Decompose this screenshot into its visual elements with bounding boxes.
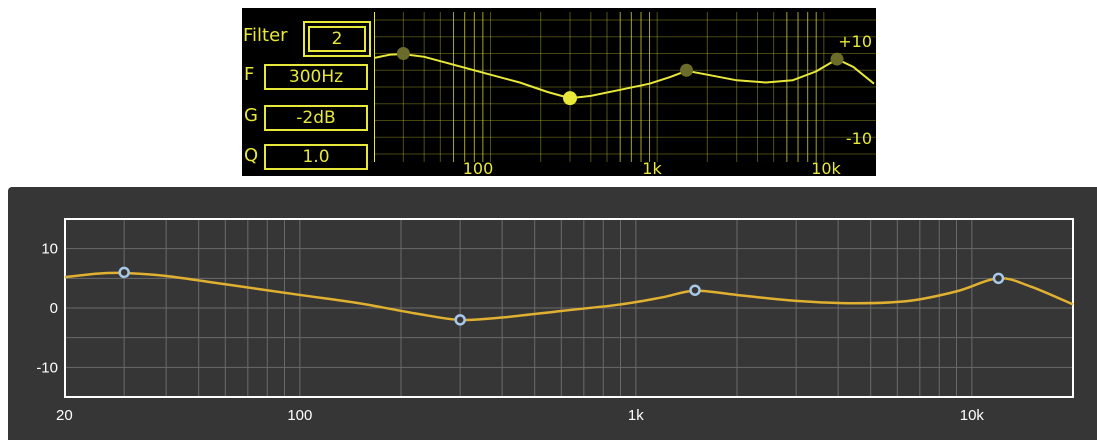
- freq-label: F: [244, 64, 255, 85]
- legacy-response-graph[interactable]: 100 1k 10k +10 -10: [374, 12, 876, 176]
- legacy-filter-points[interactable]: [396, 47, 844, 106]
- legacy-selected-filter-point[interactable]: [563, 91, 578, 106]
- eq-response-curve: [64, 271, 1074, 322]
- q-field[interactable]: 1.0: [264, 144, 368, 170]
- legacy-grid: [374, 12, 876, 162]
- frequency-field[interactable]: 300Hz: [264, 64, 368, 90]
- gain-label: G: [244, 105, 258, 126]
- filter-label: Filter: [243, 25, 288, 46]
- legacy-filter-point[interactable]: [396, 47, 410, 60]
- legacy-y-tick-plus10: +10: [838, 32, 872, 51]
- legacy-x-tick-1k: 1k: [642, 159, 662, 176]
- legacy-y-tick-minus10: -10: [846, 129, 872, 148]
- eq-grid: [65, 219, 1073, 397]
- gain-field[interactable]: -2dB: [264, 105, 368, 131]
- q-label: Q: [244, 145, 259, 166]
- y-tick-label: 0: [50, 300, 58, 317]
- y-tick-label: -10: [36, 359, 58, 376]
- x-tick-label: 20: [56, 407, 73, 424]
- legacy-eq-panel: Filter 2 F 300Hz G -2dB Q 1.0 100 1k 10k…: [242, 8, 876, 176]
- legacy-filter-point[interactable]: [830, 52, 844, 66]
- legacy-response-curve: [374, 53, 875, 100]
- x-axis-ticks: 20 100 1k 10k: [56, 407, 984, 424]
- eq-band-handle[interactable]: [118, 266, 130, 279]
- legacy-x-tick-100: 100: [463, 159, 494, 176]
- eq-band-handle[interactable]: [454, 314, 466, 326]
- x-tick-label: 10k: [960, 407, 985, 424]
- plot-frame: [64, 218, 1074, 398]
- eq-band-handle[interactable]: [992, 272, 1005, 285]
- x-tick-label: 1k: [628, 407, 644, 424]
- legacy-x-tick-10k: 10k: [811, 159, 841, 176]
- eq-band-handle[interactable]: [689, 284, 701, 296]
- y-tick-label: 10: [41, 241, 58, 258]
- q-row: Q: [242, 142, 258, 170]
- eq-response-chart[interactable]: 100-10 20 100 1k 10k: [8, 187, 1097, 440]
- eq-band-points[interactable]: [118, 266, 1005, 326]
- legacy-filter-point[interactable]: [680, 63, 694, 77]
- freq-row: F: [242, 61, 254, 89]
- filter-row: Filter: [242, 22, 288, 50]
- y-axis-ticks: 10 0 -10: [36, 241, 58, 377]
- gain-row: G: [242, 102, 258, 130]
- eq-response-panel: 10 0 -10 20 100 1k 10k: [8, 187, 1097, 440]
- x-tick-label: 100: [287, 407, 312, 424]
- filter-number-field[interactable]: 2: [303, 21, 371, 57]
